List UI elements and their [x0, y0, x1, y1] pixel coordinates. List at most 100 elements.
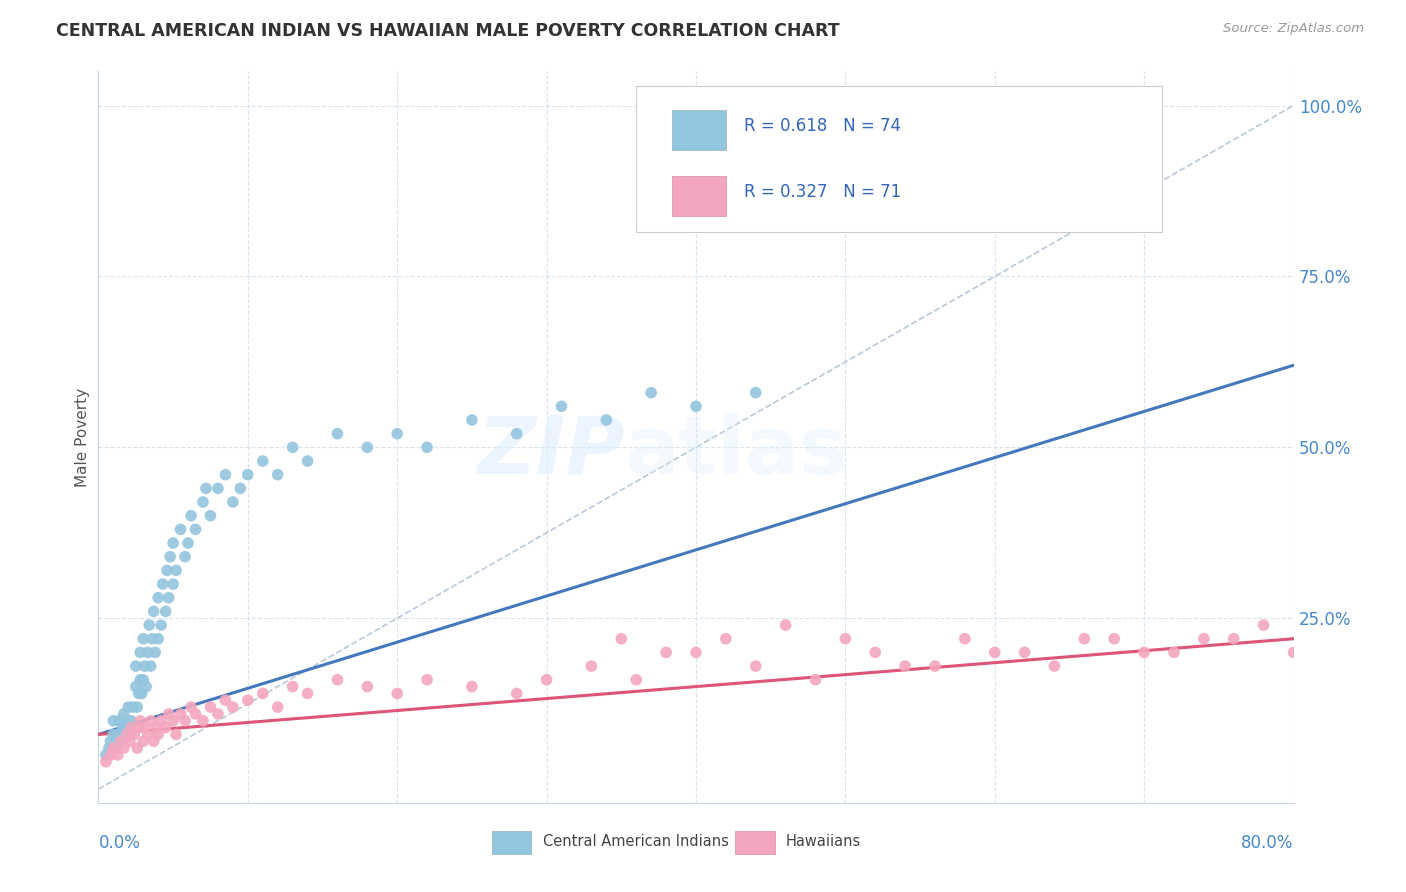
Point	[100, 734, 122, 748]
Point	[834, 632, 856, 646]
Text: R = 0.327   N = 71: R = 0.327 N = 71	[744, 183, 901, 201]
Point	[142, 734, 165, 748]
Point	[128, 721, 150, 735]
Point	[150, 714, 173, 728]
Point	[138, 618, 160, 632]
Point	[229, 481, 252, 495]
Point	[416, 440, 439, 454]
Point	[953, 632, 976, 646]
Point	[141, 632, 163, 646]
Point	[131, 686, 153, 700]
Point	[1163, 645, 1185, 659]
Point	[139, 714, 162, 728]
Point	[128, 686, 150, 700]
Point	[222, 700, 245, 714]
Text: Hawaiians: Hawaiians	[786, 834, 862, 848]
Point	[200, 700, 222, 714]
Point	[685, 400, 707, 414]
Text: Source: ZipAtlas.com: Source: ZipAtlas.com	[1223, 22, 1364, 36]
Point	[984, 645, 1007, 659]
Point	[108, 714, 131, 728]
Point	[134, 721, 156, 735]
Point	[118, 727, 141, 741]
Point	[103, 741, 125, 756]
Point	[714, 632, 737, 646]
Point	[416, 673, 439, 687]
Point	[804, 673, 827, 687]
Point	[127, 741, 149, 756]
Point	[117, 700, 139, 714]
Point	[655, 645, 678, 659]
Point	[222, 495, 245, 509]
Point	[924, 659, 946, 673]
Point	[115, 727, 138, 741]
Point	[200, 508, 222, 523]
Point	[139, 659, 162, 673]
Point	[356, 680, 378, 694]
Text: 0.0%: 0.0%	[98, 834, 141, 852]
Point	[865, 645, 887, 659]
Point	[184, 522, 207, 536]
Point	[281, 680, 304, 694]
Point	[184, 706, 207, 721]
Point	[135, 680, 157, 694]
Point	[125, 680, 148, 694]
Point	[165, 727, 187, 741]
Point	[174, 714, 197, 728]
Point	[385, 426, 409, 441]
Point	[110, 734, 132, 748]
Point	[97, 741, 120, 756]
Point	[1192, 632, 1215, 646]
Point	[595, 413, 617, 427]
Point	[685, 645, 707, 659]
Point	[236, 693, 259, 707]
Text: ZIP: ZIP	[477, 413, 624, 491]
Point	[157, 591, 180, 605]
Point	[152, 577, 174, 591]
Bar	[672, 110, 725, 150]
Point	[180, 508, 202, 523]
Point	[112, 741, 135, 756]
Text: R = 0.618   N = 74: R = 0.618 N = 74	[744, 117, 901, 136]
Point	[506, 426, 529, 441]
Point	[118, 734, 141, 748]
Point	[281, 440, 304, 454]
Point	[127, 700, 149, 714]
Point	[506, 686, 529, 700]
Point	[1223, 632, 1246, 646]
Point	[180, 700, 202, 714]
Point	[177, 536, 200, 550]
Point	[1043, 659, 1066, 673]
Point	[148, 632, 170, 646]
Point	[136, 727, 159, 741]
Point	[162, 536, 184, 550]
Point	[115, 714, 138, 728]
FancyBboxPatch shape	[637, 86, 1161, 232]
Point	[640, 385, 662, 400]
Point	[120, 721, 142, 735]
Point	[297, 686, 319, 700]
Point	[114, 727, 136, 741]
Point	[111, 721, 134, 735]
Point	[125, 659, 148, 673]
Point	[103, 727, 125, 741]
Point	[159, 549, 181, 564]
Point	[626, 673, 648, 687]
Point	[297, 454, 319, 468]
Point	[94, 755, 117, 769]
Point	[157, 706, 180, 721]
Point	[214, 467, 236, 482]
Point	[148, 591, 170, 605]
Point	[1104, 632, 1126, 646]
Point	[169, 706, 191, 721]
Point	[124, 727, 146, 741]
Point	[121, 700, 143, 714]
Point	[94, 747, 117, 762]
Point	[155, 604, 177, 618]
Point	[326, 426, 349, 441]
Point	[536, 673, 558, 687]
Point	[100, 747, 122, 762]
Point	[461, 680, 484, 694]
Point	[267, 467, 290, 482]
Point	[356, 440, 378, 454]
